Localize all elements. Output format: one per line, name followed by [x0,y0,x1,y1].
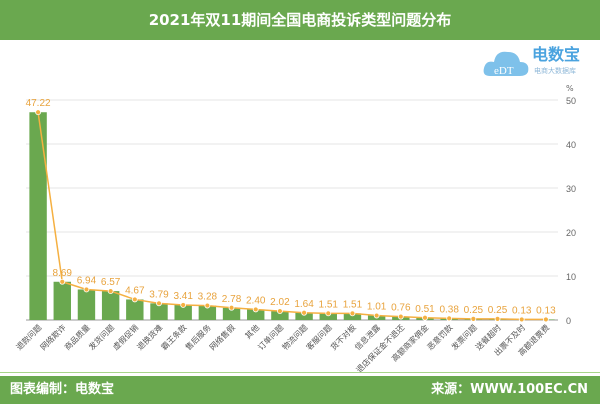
data-label: 4.67 [125,285,145,296]
bar [319,313,337,320]
data-point [397,313,404,320]
data-label: 0.25 [488,305,508,316]
bar [198,305,217,320]
svg-text:eDT: eDT [494,65,514,77]
footer-source: 来源：WWW.100EC.CN [431,382,588,397]
data-label: 0.38 [439,304,459,315]
data-point [107,288,114,294]
data-point [422,314,428,321]
x-tick-label: 其他 [243,322,261,340]
bar [29,112,47,321]
x-tick-label: 商品质量 [62,322,92,352]
y-tick-label: 20 [566,228,576,238]
data-label: 47.22 [26,98,51,109]
data-label: 1.01 [367,302,387,313]
data-label: 3.41 [173,291,193,302]
data-point [228,304,235,311]
data-point [325,310,332,317]
data-label: 0.13 [512,305,532,316]
data-point [301,309,307,316]
x-tick-label: 退款问题 [14,322,44,352]
y-tick-label: 40 [566,140,576,150]
x-tick-label: 霸王条款 [159,322,189,352]
data-label: 3.79 [149,289,169,300]
chart: 0 10 20 30 40 50% 47.22 退款问题 8.69 网络欺诈 6.94 商品质量 6.5… [14,84,576,372]
data-point [252,306,259,313]
data-point [373,312,380,319]
logo: eDT 电数宝 电商大数据库 [482,46,592,80]
x-tick-label: 订单问题 [256,322,286,352]
bar [343,313,362,320]
bar [222,307,241,320]
data-point [131,296,138,303]
bar [174,304,192,320]
y-axis-unit: % [566,84,574,93]
x-tick-label: 售后服务 [183,322,213,352]
x-tick-label: 发货问题 [86,322,116,352]
y-tick-label: 50 [566,96,576,106]
data-label: 0.25 [464,305,484,316]
data-label: 0.13 [536,305,556,316]
y-tick-label: 10 [566,272,576,282]
x-tick-label: 网络售假 [207,322,237,352]
bar [126,299,144,320]
data-point [470,315,477,322]
data-label: 2.40 [246,295,266,306]
data-point [446,315,453,322]
bar [271,311,289,320]
data-point [204,302,211,309]
trend-line [37,112,546,321]
x-tick-label: 虚假促销 [111,322,141,352]
data-point [180,302,187,308]
data-label: 3.28 [198,292,218,303]
cloud-logo-icon: eDT [483,51,529,77]
data-point [35,109,41,116]
bar [101,291,120,320]
x-tick-label: 退换货难 [135,322,165,352]
data-point [59,278,66,285]
divider [0,372,600,373]
data-label: 0.76 [391,303,411,314]
x-tick-label: 网络欺诈 [38,322,68,352]
data-label: 1.51 [343,299,363,310]
data-label: 8.69 [53,268,73,279]
x-tick-label: 货不对板 [328,322,358,352]
data-point [494,315,501,322]
data-point [518,316,525,323]
footer: 图表编制：电数宝 来源：WWW.100EC.CN [0,376,600,404]
y-tick-label: 30 [566,184,576,194]
data-label: 2.02 [270,297,290,308]
data-label: 1.51 [319,299,339,310]
logo-name: 电数宝 [532,45,581,64]
bar [295,312,313,320]
data-label: 6.57 [101,277,121,288]
logo-tagline: 电商大数据库 [534,67,576,75]
data-point [83,286,90,293]
data-label: 6.94 [77,275,97,286]
x-tick-label: 恶意罚款 [425,322,455,352]
y-tick-label: 0 [566,316,571,326]
chart-title: 2021年双11期间全国电商投诉类型问题分布 [0,0,600,40]
data-label: 1.64 [294,299,314,310]
bar [150,303,168,320]
bar [247,309,265,320]
data-label: 0.51 [415,304,435,315]
x-tick-label: 发票问题 [449,322,479,352]
x-tick-label: 物流问题 [280,322,310,352]
bar [77,289,96,320]
x-tick-label: 客服问题 [304,322,334,352]
data-point [156,300,162,307]
data-label: 2.78 [222,294,242,305]
data-point [349,310,356,317]
data-point [543,316,549,323]
data-point [277,308,283,315]
footer-credit: 图表编制：电数宝 [10,382,115,397]
bar [53,281,71,320]
